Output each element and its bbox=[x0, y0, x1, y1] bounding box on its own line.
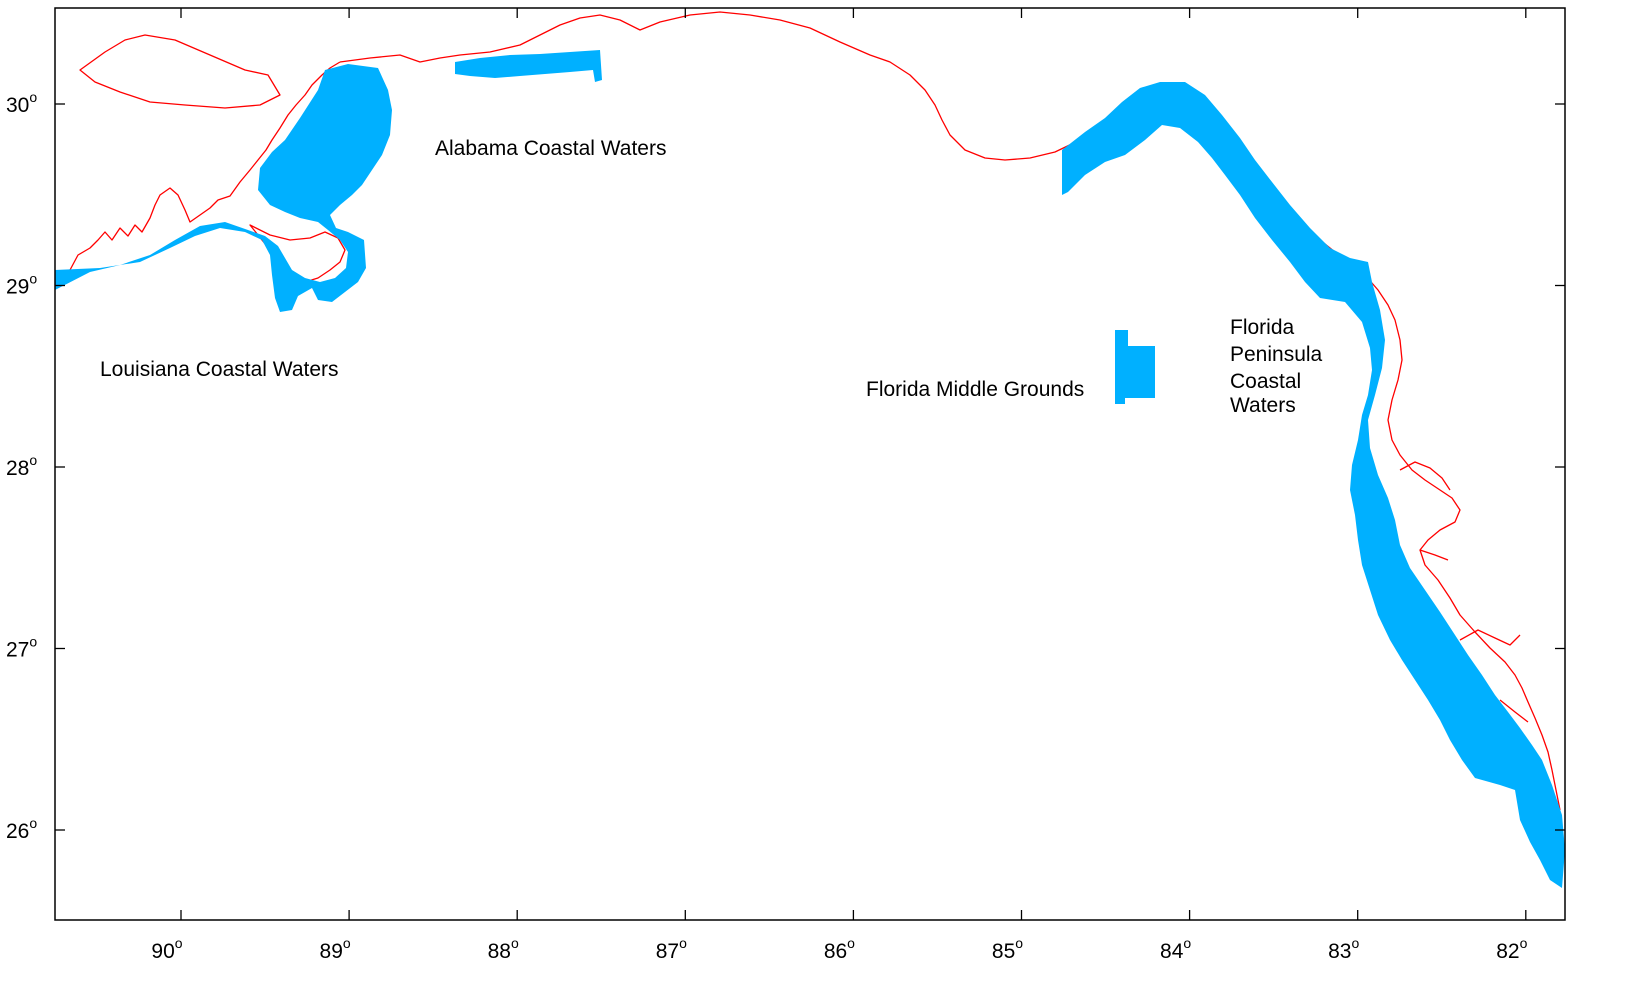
coastline-louisiana-mississippi bbox=[57, 61, 341, 283]
label-florida-peninsula-line-2: Peninsula bbox=[1230, 343, 1323, 366]
x-tick-label-87: 87o bbox=[656, 935, 687, 963]
coastline-florida-bays bbox=[1399, 461, 1529, 723]
x-tick-label-85: 85o bbox=[992, 935, 1023, 963]
x-tick-label-89: 89o bbox=[320, 935, 351, 963]
x-tick-label-88: 88o bbox=[488, 935, 519, 963]
map-frame bbox=[54, 7, 1566, 921]
x-tick-label-83: 83o bbox=[1328, 935, 1359, 963]
coastal-zones bbox=[55, 50, 1565, 888]
y-tick-label-26: 26o bbox=[6, 815, 37, 843]
label-louisiana-coastal-waters: Louisiana Coastal Waters bbox=[100, 358, 339, 381]
zone-florida-peninsula-coastal-waters bbox=[1062, 82, 1565, 888]
x-tick-label-84: 84o bbox=[1160, 935, 1191, 963]
label-florida-peninsula-line-4: Waters bbox=[1230, 394, 1296, 417]
y-axis: 30o 29o 28o 27o 26o bbox=[6, 89, 1565, 843]
label-florida-middle-grounds: Florida Middle Grounds bbox=[866, 378, 1084, 401]
region-labels: Louisiana Coastal Waters Alabama Coastal… bbox=[100, 137, 1323, 417]
x-tick-label-86: 86o bbox=[824, 935, 855, 963]
y-tick-label-28: 28o bbox=[6, 452, 37, 480]
y-tick-label-29: 29o bbox=[6, 271, 37, 299]
zone-florida-middle-grounds bbox=[1115, 330, 1155, 404]
zone-alabama-coastal-waters bbox=[455, 50, 602, 82]
y-tick-label-27: 27o bbox=[6, 634, 37, 662]
coastline-mississippi-alabama bbox=[339, 11, 1561, 811]
coastline bbox=[57, 11, 1561, 811]
coastline-lake-pontchartrain bbox=[79, 34, 281, 109]
label-florida-peninsula-line-1: Florida bbox=[1230, 316, 1295, 339]
x-tick-label-90: 90o bbox=[151, 935, 182, 963]
zone-louisiana-coastal-waters bbox=[55, 64, 392, 312]
label-alabama-coastal-waters: Alabama Coastal Waters bbox=[435, 137, 666, 160]
label-florida-peninsula-line-3: Coastal bbox=[1230, 370, 1301, 393]
y-tick-label-30: 30o bbox=[6, 89, 37, 117]
x-tick-label-82: 82o bbox=[1496, 935, 1527, 963]
